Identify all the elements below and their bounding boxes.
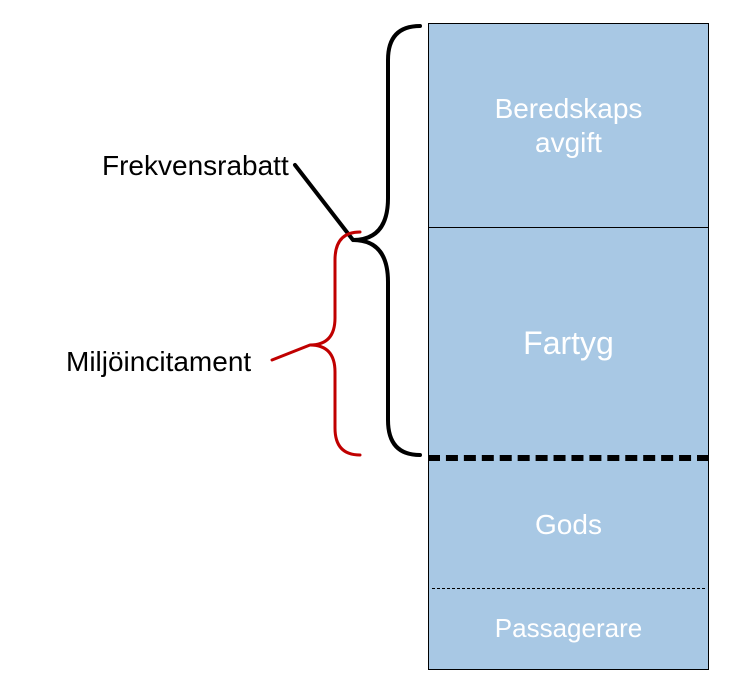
diagram-canvas: Beredskaps avgift Fartyg Gods Passagerar… — [0, 0, 742, 694]
brace-miljoincitament — [0, 0, 742, 694]
